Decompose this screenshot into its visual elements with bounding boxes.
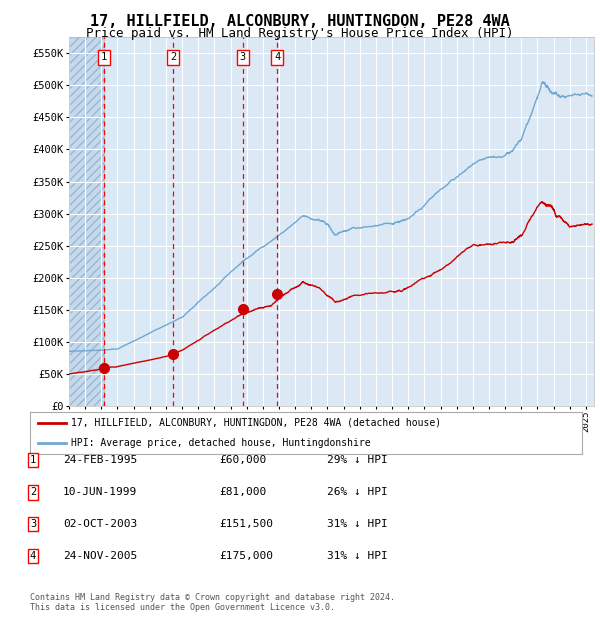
Text: 24-FEB-1995: 24-FEB-1995 bbox=[63, 455, 137, 465]
Text: 2: 2 bbox=[30, 487, 36, 497]
Text: 24-NOV-2005: 24-NOV-2005 bbox=[63, 551, 137, 561]
Text: 17, HILLFIELD, ALCONBURY, HUNTINGDON, PE28 4WA (detached house): 17, HILLFIELD, ALCONBURY, HUNTINGDON, PE… bbox=[71, 418, 442, 428]
Text: 3: 3 bbox=[239, 53, 246, 63]
Text: £175,000: £175,000 bbox=[219, 551, 273, 561]
Bar bbox=[69, 37, 104, 406]
Text: HPI: Average price, detached house, Huntingdonshire: HPI: Average price, detached house, Hunt… bbox=[71, 438, 371, 448]
Text: 31% ↓ HPI: 31% ↓ HPI bbox=[327, 551, 388, 561]
Text: 31% ↓ HPI: 31% ↓ HPI bbox=[327, 519, 388, 529]
Text: 10-JUN-1999: 10-JUN-1999 bbox=[63, 487, 137, 497]
Text: 1: 1 bbox=[30, 455, 36, 465]
Text: 29% ↓ HPI: 29% ↓ HPI bbox=[327, 455, 388, 465]
Text: 4: 4 bbox=[274, 53, 281, 63]
Text: 17, HILLFIELD, ALCONBURY, HUNTINGDON, PE28 4WA: 17, HILLFIELD, ALCONBURY, HUNTINGDON, PE… bbox=[90, 14, 510, 29]
Text: 26% ↓ HPI: 26% ↓ HPI bbox=[327, 487, 388, 497]
Text: £60,000: £60,000 bbox=[219, 455, 266, 465]
Text: 4: 4 bbox=[30, 551, 36, 561]
Text: £81,000: £81,000 bbox=[219, 487, 266, 497]
Bar bbox=[69, 37, 104, 406]
Text: £151,500: £151,500 bbox=[219, 519, 273, 529]
Text: Contains HM Land Registry data © Crown copyright and database right 2024.
This d: Contains HM Land Registry data © Crown c… bbox=[30, 593, 395, 612]
Bar bbox=[104, 37, 173, 406]
Text: 2: 2 bbox=[170, 53, 176, 63]
Text: 3: 3 bbox=[30, 519, 36, 529]
Text: 02-OCT-2003: 02-OCT-2003 bbox=[63, 519, 137, 529]
Text: Price paid vs. HM Land Registry's House Price Index (HPI): Price paid vs. HM Land Registry's House … bbox=[86, 27, 514, 40]
Text: 1: 1 bbox=[101, 53, 107, 63]
